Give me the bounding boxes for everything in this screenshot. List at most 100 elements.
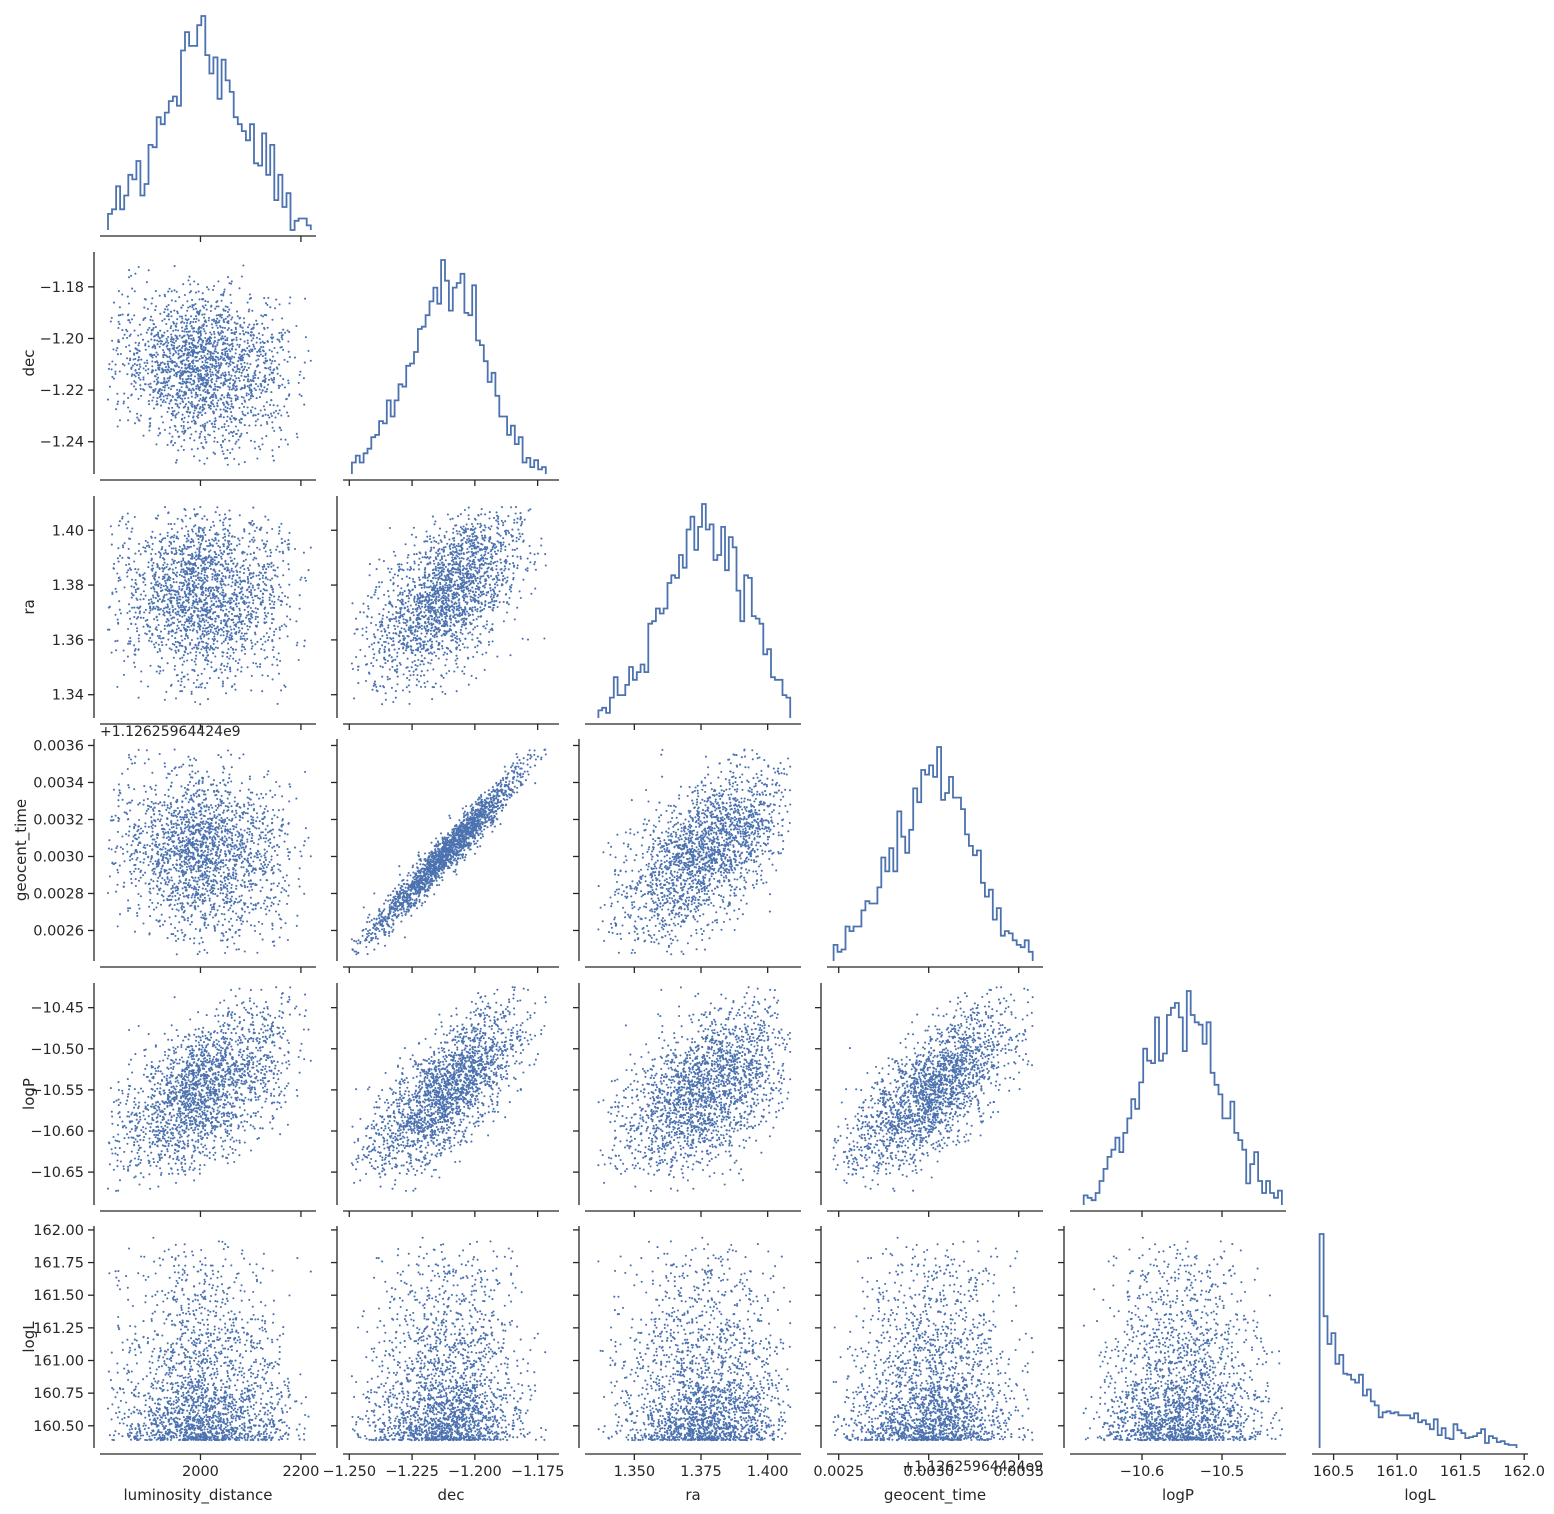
point [259,663,262,666]
point [188,545,191,548]
point [232,621,235,624]
point [226,396,229,399]
point [214,646,217,649]
point [205,357,208,360]
point [213,577,216,580]
point [226,449,229,452]
point [219,601,222,604]
point [256,457,259,460]
point [132,358,135,361]
point [250,339,253,342]
point [175,335,178,338]
point [481,585,485,588]
point [384,698,387,701]
point [444,583,447,586]
point [196,403,200,406]
point [187,334,190,338]
point [114,363,117,366]
point [401,598,404,602]
point [252,575,255,578]
point [166,329,169,333]
point [204,424,207,427]
point [191,589,194,592]
point [271,527,274,531]
point [231,338,234,341]
point [246,342,249,345]
point [210,661,213,664]
point [465,567,468,570]
point [181,418,184,421]
point [182,424,185,428]
point [261,574,265,577]
point [278,303,281,306]
point [111,533,114,536]
point [163,331,166,334]
point [230,601,233,604]
point [158,647,161,651]
point [231,577,234,580]
point [158,567,161,570]
point [138,612,141,615]
point [256,608,259,611]
point [440,614,443,617]
point [223,290,226,293]
point [180,321,183,324]
point [147,566,150,569]
point [219,444,222,447]
point [126,295,129,298]
point [165,322,168,326]
point [273,606,276,610]
point [209,630,212,633]
point [485,651,488,654]
point [303,361,306,364]
point [245,632,248,635]
point [137,334,140,337]
point [213,559,216,562]
point [252,552,256,555]
point [196,674,200,677]
point [206,457,209,460]
point [272,411,275,414]
point [206,576,209,579]
point [140,670,143,673]
point [221,680,225,683]
point [479,595,482,598]
point [189,283,192,286]
point [267,414,270,417]
point [461,642,464,646]
point [252,571,255,575]
point [184,628,187,631]
point [304,336,307,339]
point [220,426,223,429]
point [145,359,149,362]
point [181,656,184,659]
point [261,601,264,604]
point [153,646,156,649]
point [504,520,507,523]
point [286,411,289,414]
point [272,646,275,649]
point [214,385,217,388]
point [128,610,131,613]
point [171,610,174,613]
point [444,565,447,568]
point [230,549,233,552]
point [519,512,522,515]
point [379,637,382,641]
point [255,341,258,344]
point [186,573,189,576]
point [214,426,217,429]
point [192,595,195,598]
point [190,420,193,423]
point [271,648,274,651]
point [167,623,170,626]
point [238,379,241,382]
point [267,367,270,370]
point [415,642,419,645]
point [213,391,216,395]
point [223,513,227,516]
point [469,559,472,563]
point [165,565,168,569]
point [168,377,171,380]
point [191,623,194,626]
